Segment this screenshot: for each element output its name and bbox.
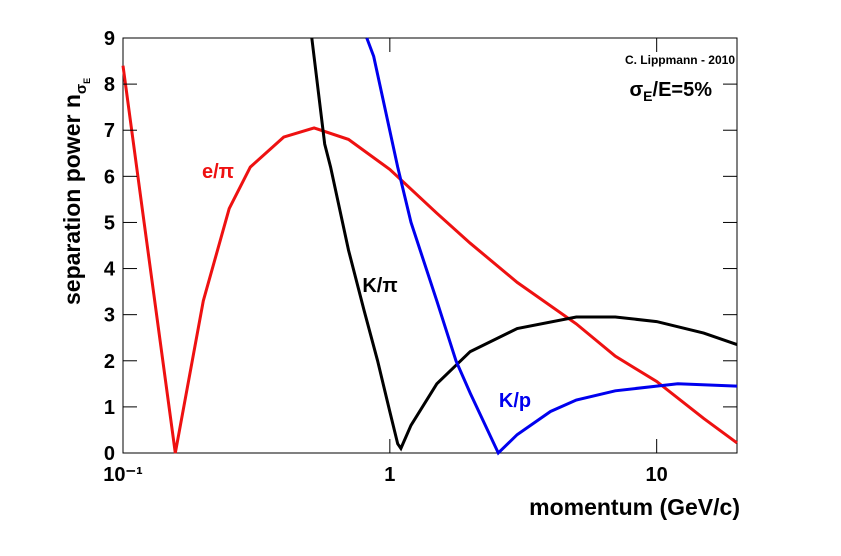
- y-tick-label: 4: [104, 259, 116, 281]
- series-label: K/π: [362, 275, 397, 297]
- credit: C. Lippmann - 2010: [625, 53, 735, 67]
- x-tick-label: 1: [384, 464, 395, 486]
- y-label-subsubscript: E: [82, 78, 92, 84]
- series-label: K/p: [499, 390, 531, 412]
- y-tick-label: 7: [104, 120, 115, 142]
- y-tick-label: 2: [104, 351, 115, 373]
- resolution: σE/E=5%: [629, 79, 712, 104]
- y-tick-label: 1: [104, 397, 115, 419]
- series-label: e/π: [202, 161, 234, 183]
- y-tick-label: 5: [104, 212, 115, 234]
- series-line: [121, 65, 738, 454]
- resolution-subscript: E: [643, 88, 652, 104]
- y-axis-label: separation power nσE: [59, 78, 92, 305]
- series-line: [365, 37, 738, 456]
- resolution-rest: /E=5%: [653, 79, 713, 101]
- x-axis-label: momentum (GeV/c): [529, 494, 740, 520]
- series-line: [310, 37, 738, 452]
- plot-frame: [122, 37, 738, 454]
- y-label-text: separation power n: [59, 94, 85, 305]
- plot-marks: [121, 37, 738, 456]
- y-tick-label: 0: [104, 443, 115, 465]
- y-tick-label: 3: [104, 305, 115, 327]
- y-label-subscript: σ: [73, 84, 90, 94]
- resolution-symbol: σ: [629, 79, 643, 101]
- y-tick-label: 8: [104, 74, 115, 96]
- x-tick-label: 10: [646, 464, 668, 486]
- x-tick-label: 10⁻¹: [103, 464, 143, 486]
- y-tick-label: 9: [104, 28, 115, 50]
- y-tick-label: 6: [104, 166, 115, 188]
